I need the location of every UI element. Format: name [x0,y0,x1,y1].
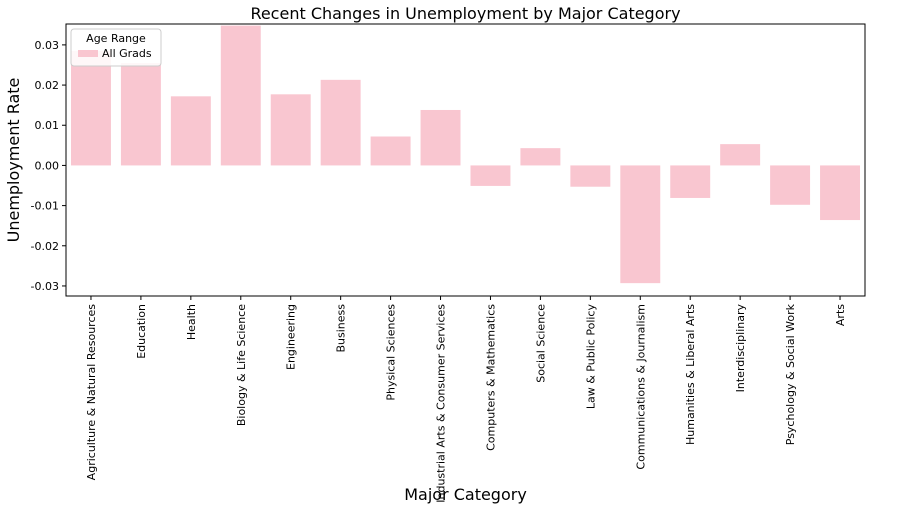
y-tick-label: -0.02 [31,240,59,253]
plot-frame [65,23,866,297]
bar [320,79,361,166]
bar [170,96,211,166]
bar [420,109,461,166]
bar [370,136,411,166]
legend-title: Age Range [86,32,146,45]
x-tick-label: Social Science [534,304,547,383]
y-tick-label: 0.03 [35,39,60,52]
bar [770,165,811,205]
x-tick-label: Engineering [285,304,298,370]
y-axis-label: Unemployment Rate [4,78,23,243]
bar [570,165,611,187]
bar [220,25,261,166]
bar [70,50,111,166]
bar [670,165,711,198]
x-tick-label: Computers & Mathematics [484,304,497,451]
x-tick-label: Interdisciplinary [734,304,747,393]
y-tick-label: -0.01 [31,200,59,213]
x-tick-label: Communications & Journalism [634,304,647,470]
bar [820,165,861,221]
legend-series-label: All Grads [102,47,152,60]
x-tick-label: Biology & Life Science [235,304,248,426]
y-tick-label: -0.03 [31,280,59,293]
y-tick-label: 0.01 [35,119,60,132]
x-tick-label: Industrial Arts & Consumer Services [435,304,448,503]
x-axis-label: Major Category [404,485,527,504]
legend: Age Range All Grads [70,28,162,67]
x-tick-label: Agriculture & Natural Resources [85,304,98,481]
bar [120,62,161,166]
legend-swatch [78,50,98,57]
x-tick-label: Humanities & Liberal Arts [684,304,697,445]
chart-title: Recent Changes in Unemployment by Major … [250,4,680,23]
x-tick-label: Education [135,304,148,359]
x-tick-label: Health [185,304,198,340]
x-tick-label: Psychology & Social Work [784,303,797,445]
x-tick-label: Law & Public Policy [584,304,597,410]
y-ticks: -0.03 -0.02 -0.01 0.00 0.01 0.02 0.03 [31,39,66,293]
y-tick-label: 0.00 [35,159,60,172]
x-tick-label: Business [335,304,348,353]
bar [520,148,561,166]
x-ticks: Agriculture & Natural Resources Education… [85,296,847,503]
bar [720,144,761,166]
bar [470,165,511,186]
x-tick-label: Arts [834,304,847,326]
x-tick-label: Physical Sciences [385,304,398,401]
bars-layer [70,25,861,284]
bar [270,94,311,166]
bar [620,165,661,284]
y-tick-label: 0.02 [35,79,60,92]
